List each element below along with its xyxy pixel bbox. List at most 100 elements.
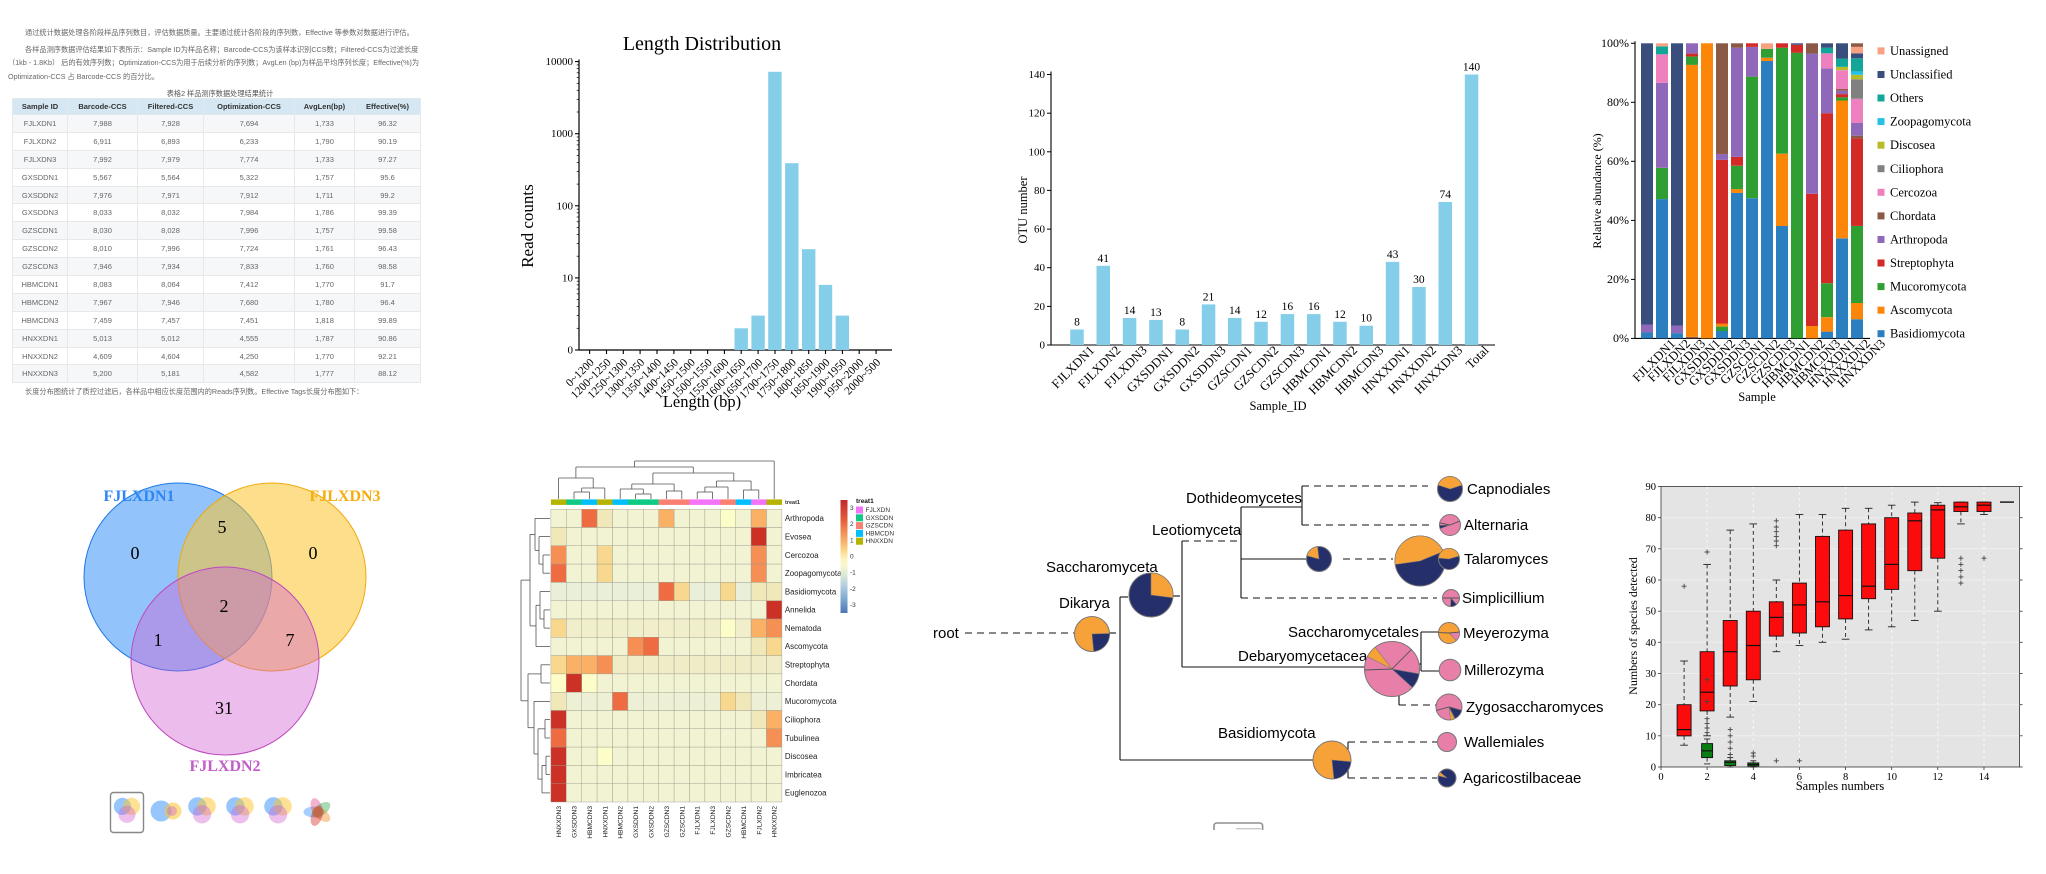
svg-text:HBMCDN1: HBMCDN1	[741, 806, 748, 839]
svg-text:Nematoda: Nematoda	[785, 624, 822, 633]
svg-text:Ciliophora: Ciliophora	[1890, 162, 1944, 176]
svg-text:Saccharomycetales: Saccharomycetales	[1288, 624, 1419, 641]
svg-text:Total: Total	[1463, 343, 1492, 372]
svg-text:140: 140	[1463, 62, 1481, 74]
svg-text:60: 60	[1034, 224, 1046, 236]
svg-text:FJLXDN3: FJLXDN3	[309, 488, 380, 505]
svg-text:Dikarya: Dikarya	[1059, 595, 1111, 612]
svg-text:Sample: Sample	[1738, 390, 1776, 404]
svg-text:GZSCDN1: GZSCDN1	[679, 806, 686, 838]
svg-text:Ascomycota: Ascomycota	[1890, 303, 1953, 317]
svg-text:GXSDDN3: GXSDDN3	[572, 806, 579, 838]
svg-text:Debaryomycetaceae: Debaryomycetaceae	[1238, 648, 1376, 665]
svg-text:HNXXDN2: HNXXDN2	[772, 806, 779, 838]
svg-text:GXSDDN: GXSDDN	[866, 515, 894, 522]
svg-text:HBMCDN2: HBMCDN2	[618, 806, 625, 839]
svg-text:Dothideomycetes: Dothideomycetes	[1186, 490, 1302, 507]
svg-text:Tubulinea: Tubulinea	[785, 734, 820, 743]
svg-text:2: 2	[1704, 772, 1709, 783]
svg-text:HBMCDN3: HBMCDN3	[587, 806, 594, 839]
svg-text:0%: 0%	[1613, 331, 1629, 345]
svg-text:GZSCDN3: GZSCDN3	[664, 806, 671, 838]
svg-text:41: 41	[1098, 253, 1110, 265]
svg-text:Sample_ID: Sample_ID	[1250, 399, 1307, 413]
svg-text:60: 60	[1646, 576, 1657, 587]
svg-text:80%: 80%	[1607, 95, 1629, 109]
svg-text:Meyerozyma: Meyerozyma	[1463, 625, 1550, 642]
svg-text:-3: -3	[850, 602, 856, 609]
svg-text:10: 10	[562, 272, 574, 284]
svg-text:8: 8	[1843, 772, 1848, 783]
svg-text:FJLXDN1: FJLXDN1	[695, 806, 702, 835]
svg-text:50: 50	[1646, 607, 1657, 618]
svg-text:4: 4	[1751, 772, 1757, 783]
svg-text:Imbricatea: Imbricatea	[785, 770, 822, 779]
svg-text:Read counts: Read counts	[518, 184, 537, 268]
svg-text:Chordata: Chordata	[785, 679, 818, 688]
svg-text:Numbers of species detected: Numbers of species detected	[1626, 557, 1640, 695]
svg-text:12: 12	[1334, 309, 1346, 321]
svg-text:8: 8	[1179, 317, 1185, 329]
svg-text:Discosea: Discosea	[1890, 138, 1936, 152]
svg-text:Annelida: Annelida	[785, 606, 816, 615]
svg-text:-1: -1	[850, 570, 856, 577]
svg-text:FJLXDN2: FJLXDN2	[756, 806, 763, 835]
svg-text:Millerozyma: Millerozyma	[1464, 662, 1545, 679]
svg-text:FJLXDN3: FJLXDN3	[710, 806, 717, 835]
svg-text:1: 1	[154, 630, 163, 650]
svg-text:Wallemiales: Wallemiales	[1464, 734, 1544, 751]
svg-text:13: 13	[1150, 307, 1162, 319]
svg-text:10: 10	[1646, 731, 1657, 742]
svg-text:120: 120	[1029, 108, 1046, 120]
svg-text:5: 5	[218, 517, 227, 537]
svg-text:HNXXDN: HNXXDN	[866, 538, 894, 545]
svg-text:2: 2	[220, 596, 229, 616]
svg-text:OTU number: OTU number	[1016, 176, 1030, 244]
svg-text:100: 100	[1029, 146, 1046, 158]
svg-text:100%: 100%	[1601, 36, 1629, 50]
svg-text:12: 12	[1933, 772, 1944, 783]
svg-text:Unclassified: Unclassified	[1890, 68, 1953, 82]
svg-text:Basidiomycota: Basidiomycota	[785, 587, 837, 596]
svg-text:Length Distribution: Length Distribution	[623, 33, 781, 55]
svg-text:FJLXDN2: FJLXDN2	[189, 758, 260, 775]
svg-text:14: 14	[1124, 305, 1136, 317]
svg-text:Ciliophora: Ciliophora	[785, 715, 821, 724]
svg-text:14: 14	[1229, 305, 1241, 317]
svg-text:Mucoromycota: Mucoromycota	[1890, 280, 1967, 294]
svg-text:1000: 1000	[551, 128, 574, 140]
svg-text:Relative abundance (%): Relative abundance (%)	[1590, 133, 1604, 248]
svg-text:0: 0	[1651, 763, 1656, 774]
svg-text:90: 90	[1646, 482, 1657, 493]
svg-text:Alternaria: Alternaria	[1464, 517, 1529, 534]
svg-text:10000: 10000	[546, 56, 574, 68]
svg-text:Capnodiales: Capnodiales	[1467, 481, 1550, 498]
svg-text:Basidiomycota: Basidiomycota	[1890, 327, 1965, 341]
svg-text:40: 40	[1646, 638, 1657, 649]
svg-text:Simplicillium: Simplicillium	[1462, 590, 1545, 607]
svg-text:40: 40	[1034, 262, 1046, 274]
svg-text:6: 6	[1797, 772, 1802, 783]
svg-text:7: 7	[286, 630, 295, 650]
svg-text:10: 10	[1886, 772, 1897, 783]
svg-text:Ascomycota: Ascomycota	[785, 642, 829, 651]
svg-text:20: 20	[1034, 301, 1046, 313]
svg-text:60%: 60%	[1607, 154, 1629, 168]
svg-text:Arthropoda: Arthropoda	[1890, 233, 1948, 247]
svg-text:Saccharomyceta: Saccharomyceta	[1046, 559, 1158, 576]
svg-text:Zoopagomycota: Zoopagomycota	[1890, 115, 1972, 129]
svg-text:Cercozoa: Cercozoa	[785, 551, 819, 560]
svg-text:FJLXDN1: FJLXDN1	[103, 488, 174, 505]
svg-text:140: 140	[1029, 69, 1046, 81]
svg-text:74: 74	[1439, 189, 1451, 201]
svg-text:0: 0	[1040, 340, 1046, 352]
svg-text:Length (bp): Length (bp)	[663, 392, 741, 411]
svg-text:16: 16	[1308, 301, 1320, 313]
svg-text:80: 80	[1034, 185, 1046, 197]
svg-text:Leotiomyceta: Leotiomyceta	[1152, 522, 1242, 539]
svg-text:Euglenozoa: Euglenozoa	[785, 789, 827, 798]
svg-text:2: 2	[850, 521, 854, 528]
svg-text:Samples numbers: Samples numbers	[1796, 779, 1885, 793]
svg-text:20: 20	[1646, 700, 1657, 711]
svg-text:treat1: treat1	[856, 498, 874, 505]
